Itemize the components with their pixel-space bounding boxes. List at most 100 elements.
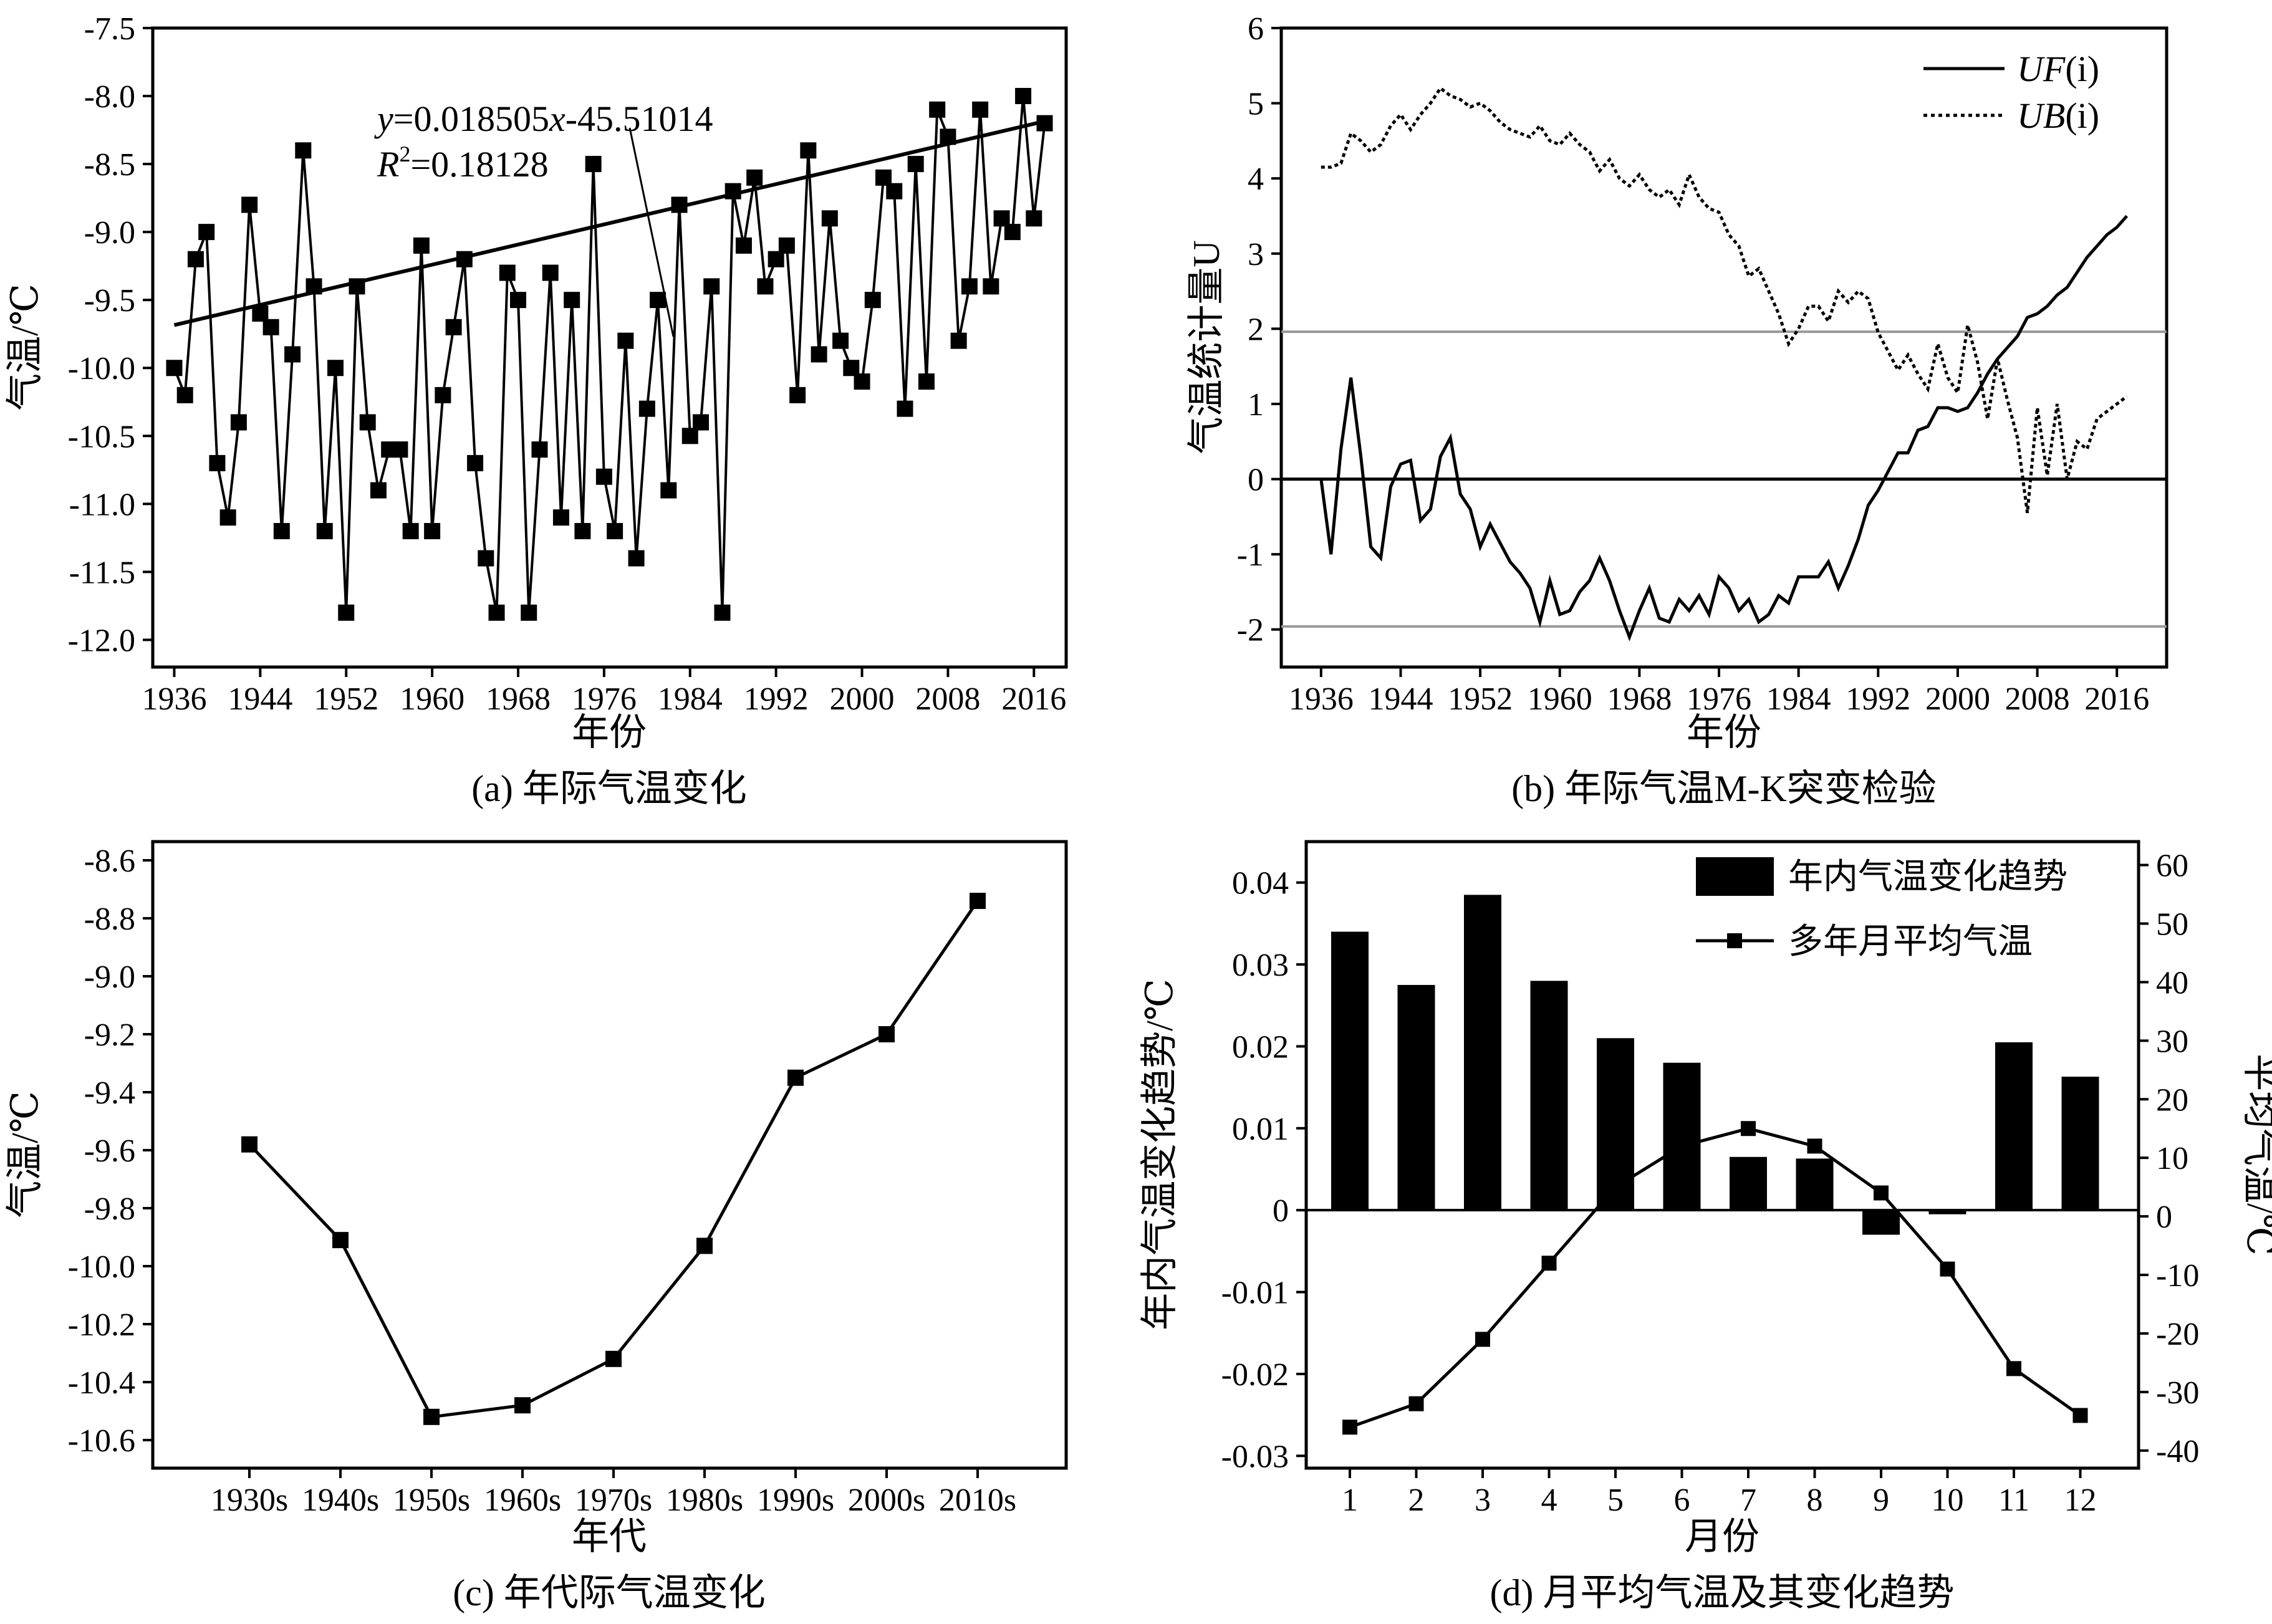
c-y-tick-label: -9.4 xyxy=(84,1075,135,1111)
legend-line-label: 多年月平均气温 xyxy=(1788,923,2033,961)
a-point xyxy=(693,414,709,431)
a-x-tick-label: 2016 xyxy=(1001,681,1066,717)
d-y-tick-label-right: -30 xyxy=(2156,1375,2199,1411)
panel-c-decadal-temperature: 1930s 1940s 1950s 1960s 1970s 1980s 1990s 2000s… xyxy=(4,840,1068,1613)
a-y-tick-label: -11.5 xyxy=(69,555,135,590)
a-point xyxy=(402,522,419,539)
b-y-tick-label: 2 xyxy=(1248,312,1264,347)
a-point xyxy=(864,292,881,309)
a-point xyxy=(940,128,956,145)
a-point xyxy=(875,169,892,186)
a-point xyxy=(230,414,247,431)
a-point xyxy=(392,441,408,458)
a-point xyxy=(735,237,752,254)
d-point xyxy=(1541,1256,1557,1271)
c-y-tick-label: -10.2 xyxy=(68,1307,135,1343)
d-point xyxy=(1475,1332,1490,1347)
a-point xyxy=(521,604,537,621)
a-point xyxy=(789,387,806,403)
d-y-tick-label-right: 50 xyxy=(2156,906,2188,942)
b-x-tick-label: 1952 xyxy=(1448,681,1513,717)
d-y-tick-label-right: 10 xyxy=(2156,1141,2188,1176)
a-point xyxy=(187,251,204,267)
b-uf-series-line xyxy=(1319,214,2129,641)
a-point xyxy=(252,305,269,322)
panel-b-y-axis-label: 气温统计量U xyxy=(1186,240,1227,454)
c-point xyxy=(514,1397,531,1414)
c-y-tick-label: -9.6 xyxy=(84,1133,135,1169)
panel-a-caption: (a) 年际气温变化 xyxy=(471,768,747,809)
panel-a-y-axis-label: 气温/℃ xyxy=(4,284,46,411)
a-y-tick-label: -7.5 xyxy=(84,11,135,47)
d-x-tick-label: 12 xyxy=(2064,1482,2097,1518)
c-point xyxy=(878,1026,895,1042)
d-point xyxy=(1741,1121,1756,1136)
a-point xyxy=(907,156,924,173)
panel-d-legend: 年内气温变化趋势 多年月平均气温 xyxy=(1696,857,2067,961)
d-x-tick-label: 5 xyxy=(1607,1482,1624,1518)
panel-d-plot-frame xyxy=(1304,840,2140,1470)
d-y-tick-label-left: -0.02 xyxy=(1221,1357,1289,1393)
d-x-tick-label: 8 xyxy=(1807,1482,1823,1518)
b-x-tick-label: 1936 xyxy=(1289,681,1354,717)
a-point xyxy=(552,509,569,526)
a-point xyxy=(628,550,645,567)
a-point xyxy=(306,278,322,295)
a-x-tick-label: 1944 xyxy=(228,681,292,717)
d-bar xyxy=(1730,1156,1767,1211)
panel-d-y-axis-label-left: 年内气温变化趋势/℃ xyxy=(1139,979,1180,1330)
c-y-tick-label: -9.2 xyxy=(84,1017,135,1053)
d-bar xyxy=(1796,1158,1834,1211)
a-x-tick-label: 2000 xyxy=(830,681,895,717)
b-x-tick-label: 1976 xyxy=(1687,681,1751,717)
a-point xyxy=(595,468,612,485)
b-x-tick-label: 2000 xyxy=(1925,681,1990,717)
legend-uf-label: UF(i) xyxy=(2017,49,2099,89)
c-x-tick-label: 1980s xyxy=(666,1482,743,1518)
a-point xyxy=(821,210,838,227)
panel-d-x-axis-label: 月份 xyxy=(1685,1516,1759,1557)
b-x-tick-label: 2008 xyxy=(2005,681,2070,717)
a-point xyxy=(370,482,387,499)
d-bar xyxy=(1397,984,1435,1211)
a-point xyxy=(768,251,784,267)
a-point xyxy=(757,278,774,295)
panel-b-plot-frame xyxy=(1279,26,2169,669)
legend-bar-swatch xyxy=(1696,857,1774,896)
c-point xyxy=(970,893,986,910)
b-x-tick-label: 2016 xyxy=(2084,681,2149,717)
c-y-tick-label: -8.8 xyxy=(84,901,135,937)
d-point xyxy=(1408,1396,1424,1411)
d-point xyxy=(1342,1420,1357,1435)
b-x-tick-label: 1960 xyxy=(1528,681,1592,717)
a-point xyxy=(478,550,494,567)
b-y-tick-label: 6 xyxy=(1248,11,1264,47)
a-point xyxy=(607,522,623,539)
a-point xyxy=(778,237,795,254)
a-point xyxy=(316,522,333,539)
c-y-tick-label: -9.0 xyxy=(84,959,135,995)
d-y-tick-label-right: -40 xyxy=(2156,1434,2199,1469)
panel-a-annual-temperature: 1936 1944 1952 1960 1968 1976 1984 1992 2000 2008… xyxy=(4,11,1068,809)
d-x-tick-label: 3 xyxy=(1475,1482,1491,1518)
c-x-tick-label: 2000s xyxy=(848,1482,925,1518)
a-point xyxy=(445,319,462,335)
b-ub-series-line xyxy=(1321,85,2128,514)
c-x-tick-label: 1930s xyxy=(211,1482,288,1518)
a-y-tick-label: -9.0 xyxy=(84,215,135,251)
a-point xyxy=(929,101,946,118)
a-point xyxy=(1036,115,1053,132)
a-x-tick-label: 1992 xyxy=(744,681,809,717)
c-y-tick-label: -9.8 xyxy=(84,1191,135,1227)
a-point xyxy=(724,183,741,199)
a-point xyxy=(510,292,526,309)
a-point xyxy=(1004,224,1021,241)
a-point xyxy=(531,441,548,458)
c-x-tick-label: 1990s xyxy=(757,1482,834,1518)
a-point xyxy=(327,360,344,377)
b-y-tick-label: -1 xyxy=(1237,537,1264,573)
a-y-tick-label: -12.0 xyxy=(68,623,135,658)
a-x-tick-label: 1984 xyxy=(658,681,723,717)
a-point xyxy=(273,522,290,539)
a-point xyxy=(918,373,935,390)
